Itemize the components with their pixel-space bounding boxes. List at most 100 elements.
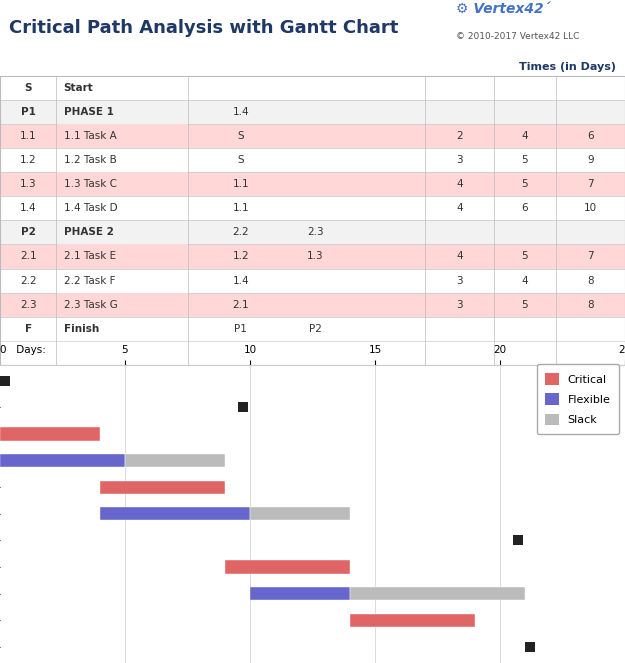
Bar — [0, 245, 625, 269]
Bar — [100, 507, 250, 520]
Bar — [0, 427, 100, 441]
Text: MAX: MAX — [578, 84, 604, 93]
Text: 1.2: 1.2 — [20, 155, 36, 165]
Text: F: F — [24, 324, 32, 333]
Bar — [0, 196, 625, 220]
Bar — [188, 76, 425, 100]
Bar — [0, 125, 625, 149]
Text: 1.2: 1.2 — [232, 251, 249, 261]
Bar — [56, 245, 188, 269]
Bar — [100, 481, 225, 494]
Bar — [0, 149, 625, 172]
Bar — [56, 125, 188, 149]
Text: 10: 10 — [584, 204, 598, 213]
Text: P1: P1 — [234, 324, 247, 333]
Text: TASK NAME: TASK NAME — [88, 84, 156, 93]
Bar — [0, 317, 625, 341]
Text: 1.1 Task A: 1.1 Task A — [64, 131, 116, 141]
Text: ⚙ Vertex42´: ⚙ Vertex42´ — [456, 1, 551, 15]
Text: P2: P2 — [309, 324, 322, 333]
Bar — [0, 100, 625, 125]
Text: 2.2: 2.2 — [20, 276, 36, 286]
Bar — [0, 454, 125, 467]
Text: 7: 7 — [588, 251, 594, 261]
Bar — [250, 507, 350, 520]
Text: 5: 5 — [522, 180, 528, 190]
Bar — [494, 76, 556, 100]
Bar — [425, 76, 494, 100]
Bar — [556, 76, 625, 100]
Text: ID: ID — [22, 84, 34, 93]
Text: 7: 7 — [588, 180, 594, 190]
Text: S: S — [24, 84, 32, 93]
Bar — [56, 172, 188, 196]
Bar — [0, 269, 625, 292]
Text: 2.2 Task F: 2.2 Task F — [64, 276, 115, 286]
Bar — [250, 587, 350, 601]
Text: 1.1: 1.1 — [232, 180, 249, 190]
Text: 4: 4 — [456, 251, 462, 261]
Text: Critical Path Analysis with Gantt Chart: Critical Path Analysis with Gantt Chart — [9, 19, 399, 37]
Bar — [56, 76, 188, 100]
Bar — [238, 402, 248, 412]
Bar — [350, 587, 525, 601]
Text: 5: 5 — [522, 251, 528, 261]
Text: 4: 4 — [522, 131, 528, 141]
Text: P1: P1 — [21, 107, 36, 117]
Bar — [225, 560, 350, 573]
Text: Times (in Days): Times (in Days) — [519, 62, 616, 72]
Text: © 2010-2017 Vertex42 LLC: © 2010-2017 Vertex42 LLC — [456, 32, 579, 41]
Bar — [512, 536, 522, 546]
Text: 8: 8 — [588, 300, 594, 310]
Text: 1.3: 1.3 — [308, 251, 324, 261]
Text: 1.2 Task B: 1.2 Task B — [64, 155, 116, 165]
Bar — [0, 220, 625, 245]
Text: 1.1: 1.1 — [20, 131, 36, 141]
Text: LIKELY: LIKELY — [506, 84, 544, 93]
Bar — [125, 454, 225, 467]
Bar — [350, 614, 475, 627]
Text: 2.3: 2.3 — [20, 300, 36, 310]
Text: 1.4: 1.4 — [232, 107, 249, 117]
Text: 1.4: 1.4 — [232, 276, 249, 286]
Text: S: S — [238, 131, 244, 141]
Text: PREDECESSORS: PREDECESSORS — [260, 84, 352, 93]
Text: 6: 6 — [522, 204, 528, 213]
Bar — [0, 376, 10, 386]
Text: Start: Start — [64, 84, 94, 93]
Text: 4: 4 — [522, 276, 528, 286]
Bar — [0, 292, 625, 316]
Text: 3: 3 — [456, 155, 462, 165]
Text: 4: 4 — [456, 180, 462, 190]
Bar — [0, 76, 625, 100]
Text: 2.1: 2.1 — [232, 300, 249, 310]
Bar — [0, 76, 56, 100]
Text: 1.3 Task C: 1.3 Task C — [64, 180, 117, 190]
Text: 5: 5 — [522, 155, 528, 165]
Text: MIN: MIN — [448, 84, 471, 93]
Text: 2: 2 — [456, 131, 462, 141]
Text: PHASE 1: PHASE 1 — [64, 107, 114, 117]
Text: Finish: Finish — [64, 324, 99, 333]
Text: 1.3: 1.3 — [20, 180, 36, 190]
Text: 2.2: 2.2 — [232, 227, 249, 237]
Bar — [56, 292, 188, 316]
Text: 9: 9 — [588, 155, 594, 165]
Text: 1.4: 1.4 — [20, 204, 36, 213]
Text: 2.1 Task E: 2.1 Task E — [64, 251, 116, 261]
Text: 3: 3 — [456, 276, 462, 286]
Text: 4: 4 — [456, 204, 462, 213]
Bar — [0, 172, 625, 196]
Bar — [525, 642, 535, 652]
Text: 2.1: 2.1 — [20, 251, 36, 261]
Text: 5: 5 — [522, 300, 528, 310]
Text: 1.1: 1.1 — [232, 204, 249, 213]
Text: 1.4 Task D: 1.4 Task D — [64, 204, 118, 213]
Text: PHASE 2: PHASE 2 — [64, 227, 114, 237]
Text: 0   Days:: 0 Days: — [0, 345, 46, 355]
Legend: Critical, Flexible, Slack: Critical, Flexible, Slack — [537, 364, 619, 434]
Text: 2.3 Task G: 2.3 Task G — [64, 300, 118, 310]
Text: 2.3: 2.3 — [308, 227, 324, 237]
Text: 6: 6 — [588, 131, 594, 141]
Text: P2: P2 — [21, 227, 36, 237]
